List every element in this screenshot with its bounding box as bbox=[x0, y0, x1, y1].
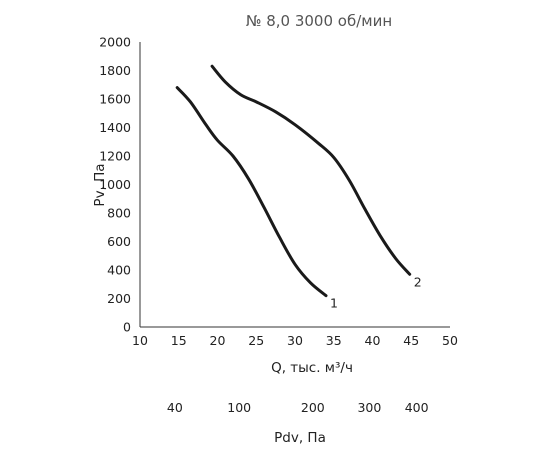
y-tick-label: 200 bbox=[107, 291, 131, 306]
x-tick-label: 15 bbox=[171, 333, 187, 348]
x2-tick-label: 200 bbox=[301, 400, 325, 415]
y-tick-label: 2000 bbox=[99, 35, 131, 50]
x2-axis-label: Pdv, Па bbox=[274, 430, 326, 446]
x-tick-labels: 10 15 20 25 30 35 40 45 50 bbox=[132, 333, 458, 348]
y-tick-label: 1200 bbox=[99, 149, 131, 164]
x2-tick-label: 40 bbox=[167, 400, 183, 415]
series-line-1 bbox=[175, 86, 328, 298]
y-axis-label: Pv, Па bbox=[92, 163, 108, 206]
y-tick-label: 1800 bbox=[99, 63, 131, 78]
series-line-2 bbox=[210, 64, 412, 276]
series-label-1: 1 bbox=[330, 296, 338, 311]
y-tick-label: 400 bbox=[107, 263, 131, 278]
x-tick-label: 50 bbox=[442, 333, 458, 348]
x2-tick-label: 300 bbox=[357, 400, 381, 415]
y-tick-label: 800 bbox=[107, 206, 131, 221]
y-tick-label: 1600 bbox=[99, 92, 131, 107]
x-tick-label: 40 bbox=[365, 333, 381, 348]
y-tick-labels: 0 200 400 600 800 1000 1200 1400 1600 1800 2000 bbox=[99, 35, 131, 335]
x-tick-label: 30 bbox=[287, 333, 303, 348]
x-axis-label: Q, тыс. м³/ч bbox=[271, 360, 353, 376]
series-label-2: 2 bbox=[414, 274, 422, 289]
y-tick-label: 1400 bbox=[99, 120, 131, 135]
x2-tick-label: 400 bbox=[405, 400, 429, 415]
chart-title: № 8,0 3000 об/мин bbox=[246, 12, 392, 30]
x2-tick-label: 100 bbox=[227, 400, 251, 415]
x-tick-label: 10 bbox=[132, 333, 148, 348]
x-tick-label: 45 bbox=[403, 333, 419, 348]
y-tick-label: 1000 bbox=[99, 177, 131, 192]
series-layer: 12 bbox=[175, 64, 422, 311]
x-tick-label: 35 bbox=[326, 333, 342, 348]
x-tick-label: 25 bbox=[248, 333, 264, 348]
y-tick-label: 0 bbox=[123, 320, 131, 335]
y-tick-label: 600 bbox=[107, 234, 131, 249]
x-tick-label: 20 bbox=[210, 333, 226, 348]
x2-tick-labels: 40 100 200 300 400 bbox=[167, 400, 429, 415]
